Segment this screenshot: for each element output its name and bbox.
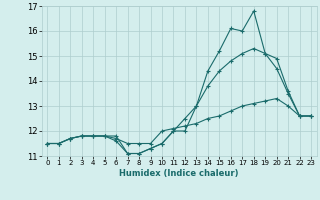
X-axis label: Humidex (Indice chaleur): Humidex (Indice chaleur) <box>119 169 239 178</box>
